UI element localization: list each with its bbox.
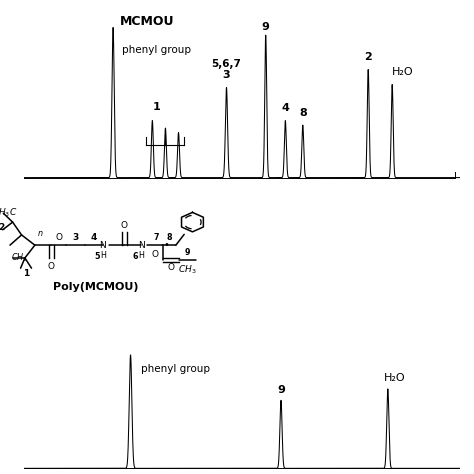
- Text: 4: 4: [282, 103, 289, 113]
- Text: O: O: [152, 250, 159, 259]
- Text: 9: 9: [262, 22, 270, 32]
- Text: H₂O: H₂O: [383, 373, 405, 383]
- Text: O: O: [48, 262, 55, 271]
- Text: O: O: [55, 233, 63, 242]
- Text: 8: 8: [166, 233, 172, 242]
- Text: 9: 9: [277, 384, 285, 394]
- Text: 1: 1: [153, 101, 161, 111]
- Text: $n$: $n$: [37, 229, 44, 238]
- Text: •: •: [164, 240, 169, 250]
- Text: 4: 4: [91, 233, 97, 242]
- Text: Poly(MCMOU): Poly(MCMOU): [53, 283, 138, 292]
- Text: N: N: [137, 241, 145, 250]
- Text: N: N: [100, 241, 106, 250]
- Text: 2: 2: [365, 52, 372, 62]
- Text: 3: 3: [72, 233, 78, 242]
- Text: 9: 9: [185, 248, 190, 257]
- Text: 7: 7: [153, 233, 159, 242]
- Text: O: O: [167, 263, 174, 272]
- Text: 2: 2: [0, 223, 5, 232]
- Text: H: H: [138, 251, 144, 260]
- Text: $H_3C$: $H_3C$: [0, 206, 18, 219]
- Text: 5: 5: [94, 252, 100, 261]
- Text: phenyl group: phenyl group: [141, 365, 210, 374]
- Text: 3: 3: [223, 70, 230, 80]
- Text: O: O: [121, 221, 128, 230]
- Text: $CH_2$: $CH_2$: [11, 252, 27, 264]
- Text: 1: 1: [23, 269, 29, 278]
- Text: 8: 8: [299, 108, 307, 118]
- Text: phenyl group: phenyl group: [122, 45, 191, 55]
- Text: 6: 6: [132, 252, 138, 261]
- Text: H₂O: H₂O: [392, 67, 414, 77]
- Text: H: H: [100, 251, 106, 260]
- Text: $CH_3$: $CH_3$: [178, 263, 197, 275]
- Text: MCMOU: MCMOU: [119, 15, 174, 28]
- Text: 5,6,7: 5,6,7: [211, 59, 241, 69]
